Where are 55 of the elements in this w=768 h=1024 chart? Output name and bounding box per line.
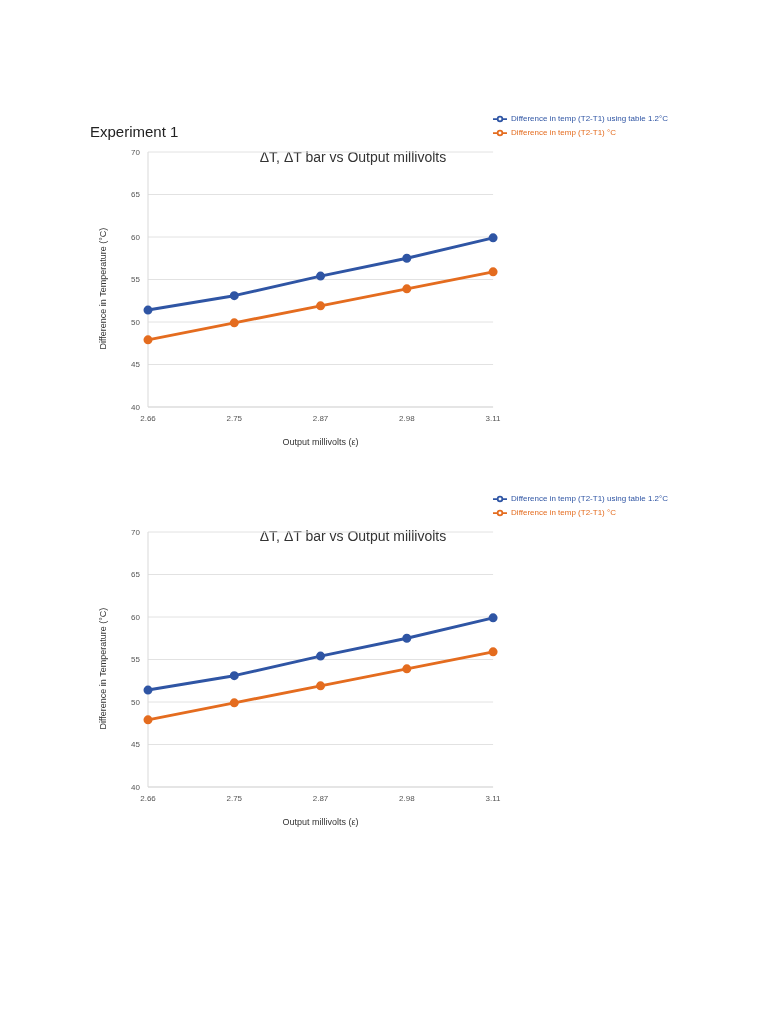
point	[488, 267, 498, 277]
point	[316, 651, 326, 661]
y-tick-label: 55	[131, 275, 141, 285]
y-tick-label: 50	[131, 317, 141, 327]
y-tick-label: 55	[131, 655, 141, 665]
y-tick-label: 60	[131, 232, 141, 242]
y-tick-label: 65	[131, 190, 141, 200]
point	[229, 671, 239, 681]
point	[316, 271, 326, 281]
point	[229, 698, 239, 708]
point	[402, 253, 412, 263]
chart-title: ΔT, ΔT bar vs Output millivolts	[258, 528, 448, 544]
x-tick-label: 3.11	[485, 413, 502, 423]
point	[229, 291, 239, 301]
point	[316, 681, 326, 691]
point	[488, 647, 498, 657]
y-tick-label: 65	[131, 570, 141, 580]
legend-label: Difference in temp (T2-T1) °C	[511, 508, 616, 518]
x-tick-label: 2.75	[226, 793, 243, 803]
point	[488, 233, 498, 243]
y-tick-label: 60	[131, 612, 141, 622]
x-tick-label: 2.87	[312, 793, 329, 803]
x-tick-label: 2.98	[399, 413, 416, 423]
legend-label: Difference in temp (T2-T1) using table 1.2°C	[511, 114, 668, 124]
point	[229, 318, 239, 328]
point	[143, 685, 153, 695]
y-tick-label: 50	[131, 697, 141, 707]
point	[316, 301, 326, 311]
text: Experiment 1	[90, 123, 179, 140]
y-tick-label: 70	[131, 147, 141, 157]
y-tick-label: 45	[131, 740, 141, 750]
point	[488, 613, 498, 623]
x-tick-label: 2.98	[399, 793, 416, 803]
x-tick-label: 2.66	[140, 413, 157, 423]
point	[143, 335, 153, 345]
y-tick-label: 40	[131, 402, 141, 412]
x-axis-title: Output millivolts (ε)	[282, 437, 359, 447]
point	[402, 633, 412, 643]
legend-label: Difference in temp (T2-T1) °C	[511, 128, 616, 138]
x-axis-title: Output millivolts (ε)	[282, 817, 359, 827]
point	[402, 284, 412, 294]
chart-title: ΔT, ΔT bar vs Output millivolts	[258, 149, 448, 165]
point	[143, 715, 153, 725]
legend-label: Difference in temp (T2-T1) using table 1.2°C	[511, 494, 668, 504]
x-tick-label: 2.75	[226, 413, 243, 423]
y-axis-title: Difference in Temperature (°C)	[98, 607, 109, 730]
x-tick-label: 3.11	[485, 793, 502, 803]
point	[402, 664, 412, 674]
y-tick-label: 70	[131, 527, 141, 537]
x-tick-label: 2.87	[312, 413, 329, 423]
y-tick-label: 40	[131, 782, 141, 792]
y-tick-label: 45	[131, 360, 141, 370]
point	[143, 305, 153, 315]
x-tick-label: 2.66	[140, 793, 157, 803]
y-axis-title: Difference in Temperature (°C)	[98, 227, 109, 350]
